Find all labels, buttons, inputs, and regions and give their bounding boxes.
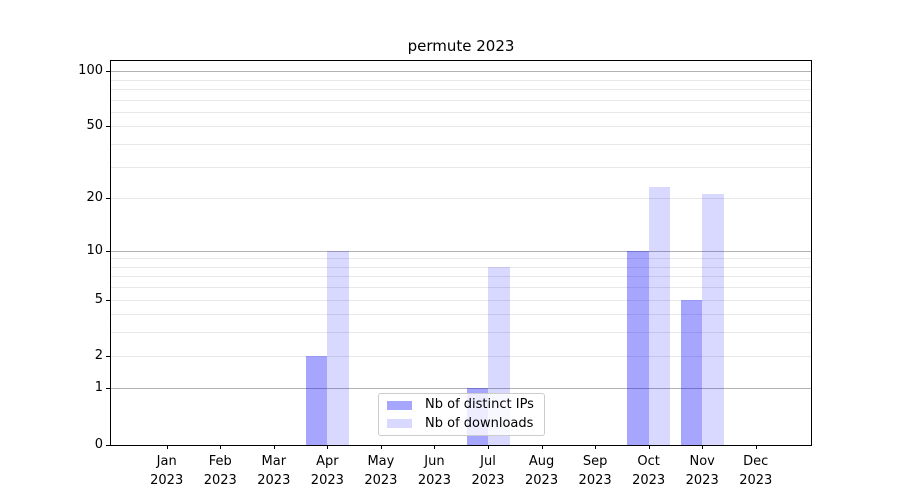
- y-tick-label-100: 100: [78, 63, 103, 79]
- gridline-3: [111, 331, 811, 333]
- x-tick-mark-dec: [756, 445, 757, 449]
- bar-apr-downloads: [327, 250, 349, 445]
- y-tick-mark-0: [106, 444, 111, 446]
- gridline-20: [111, 197, 811, 199]
- x-tick-mark-jul: [488, 445, 489, 449]
- x-tick-label-apr: Apr 2023: [310, 454, 344, 488]
- y-tick-mark-20: [106, 197, 111, 199]
- y-tick-label-50: 50: [86, 118, 103, 134]
- x-tick-label-jan: Jan 2023: [150, 454, 184, 488]
- x-tick-mark-mar: [274, 445, 275, 449]
- x-tick-mark-may: [381, 445, 382, 449]
- x-tick-label-nov: Nov 2023: [685, 454, 719, 488]
- plot-area: Nb of distinct IPs Nb of downloads: [110, 60, 812, 446]
- x-tick-mark-aug: [542, 445, 543, 449]
- x-tick-mark-feb: [220, 445, 221, 449]
- x-tick-label-jul: Jul 2023: [471, 454, 505, 488]
- x-tick-mark-sep: [595, 445, 596, 449]
- y-tick-mark-2: [106, 355, 111, 357]
- bar-apr-distinct-ips: [305, 355, 328, 445]
- gridline-100: [111, 70, 811, 72]
- x-tick-mark-jun: [434, 445, 435, 449]
- y-tick-mark-10: [106, 250, 111, 252]
- legend-swatch-downloads: [387, 419, 412, 429]
- y-tick-label-1: 1: [94, 380, 103, 396]
- legend-label-downloads: Nb of downloads: [425, 415, 534, 431]
- y-tick-label-0: 0: [94, 436, 103, 452]
- y-tick-mark-100: [106, 70, 111, 72]
- x-tick-mark-nov: [702, 445, 703, 449]
- bar-nov-distinct-ips: [680, 299, 703, 445]
- gridline-2: [111, 355, 811, 357]
- x-tick-label-may: May 2023: [364, 454, 398, 488]
- x-tick-mark-oct: [649, 445, 650, 449]
- bar-oct-downloads: [648, 187, 671, 445]
- x-tick-label-dec: Dec 2023: [739, 454, 773, 488]
- gridline-70: [111, 99, 811, 101]
- y-tick-mark-5: [106, 299, 111, 301]
- bar-nov-downloads: [702, 194, 724, 445]
- y-tick-label-20: 20: [86, 190, 103, 206]
- gridline-10: [111, 250, 811, 252]
- gridline-7: [111, 275, 811, 277]
- gridline-6: [111, 286, 811, 288]
- x-tick-label-jun: Jun 2023: [417, 454, 451, 488]
- gridline-9: [111, 257, 811, 259]
- legend-item-distinct-ips: Nb of distinct IPs: [387, 396, 537, 415]
- gridline-8: [111, 266, 811, 268]
- bar-oct-distinct-ips: [627, 250, 649, 445]
- legend: Nb of distinct IPs Nb of downloads: [378, 393, 545, 436]
- gridline-40: [111, 143, 811, 145]
- legend-item-downloads: Nb of downloads: [387, 415, 537, 434]
- y-tick-label-10: 10: [86, 242, 103, 258]
- chart-title: permute 2023: [407, 37, 515, 55]
- gridline-30: [111, 166, 811, 168]
- x-tick-mark-jan: [167, 445, 168, 449]
- x-tick-label-mar: Mar 2023: [257, 454, 291, 488]
- x-tick-label-feb: Feb 2023: [203, 454, 237, 488]
- legend-swatch-distinct-ips: [387, 400, 412, 410]
- x-tick-label-oct: Oct 2023: [632, 454, 666, 488]
- legend-label-distinct-ips: Nb of distinct IPs: [425, 397, 534, 413]
- gridline-90: [111, 79, 811, 81]
- gridline-5: [111, 299, 811, 301]
- gridline-80: [111, 88, 811, 90]
- gridline-4: [111, 313, 811, 315]
- gridline-60: [111, 111, 811, 113]
- y-tick-label-5: 5: [94, 291, 103, 307]
- x-tick-label-sep: Sep 2023: [578, 454, 612, 488]
- y-tick-mark-50: [106, 125, 111, 127]
- gridline-1: [111, 387, 811, 389]
- x-tick-mark-apr: [327, 445, 328, 449]
- gridline-50: [111, 125, 811, 127]
- y-tick-mark-1: [106, 387, 111, 389]
- y-tick-label-2: 2: [94, 347, 103, 363]
- x-tick-label-aug: Aug 2023: [525, 454, 559, 488]
